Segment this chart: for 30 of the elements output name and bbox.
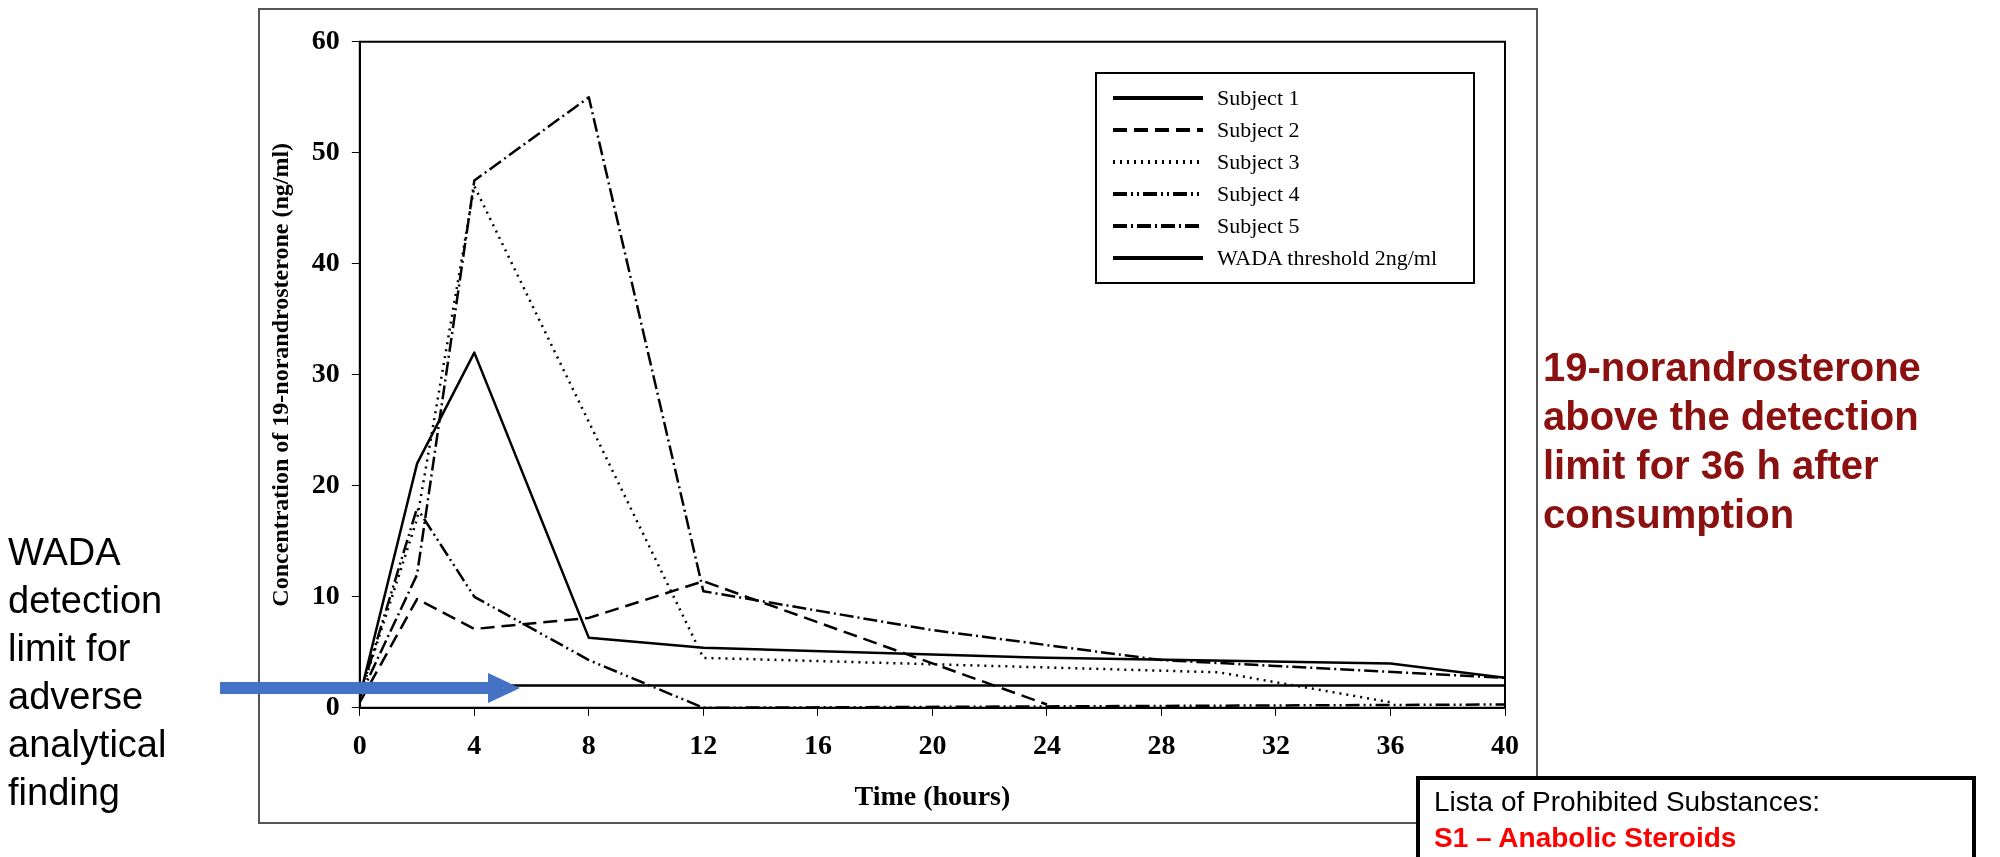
y-tick-label: 60 xyxy=(311,24,340,56)
legend-label: Subject 2 xyxy=(1217,116,1300,143)
y-tick-label: 20 xyxy=(311,468,340,500)
text: Lista of Prohibited Substances: xyxy=(1434,785,1821,819)
x-tick-label: 4 xyxy=(467,728,482,760)
x-tick-label: 16 xyxy=(803,728,832,760)
y-tick-label: 10 xyxy=(311,579,340,611)
y-tick-label: 40 xyxy=(311,246,340,278)
text: 19-norandrosterone above the detection limit for 36 h after consumption xyxy=(1543,344,1922,538)
legend-label: Subject 4 xyxy=(1217,180,1300,207)
x-tick-label: 8 xyxy=(581,728,596,760)
legend-label: Subject 1 xyxy=(1217,84,1300,111)
y-tick-label: 30 xyxy=(311,357,340,389)
x-tick-label: 28 xyxy=(1147,728,1176,760)
y-tick-label: 0 xyxy=(325,690,340,722)
x-tick-label: 20 xyxy=(918,728,947,760)
x-tick-label: 36 xyxy=(1376,728,1405,760)
legend-label: WADA threshold 2ng/ml xyxy=(1217,244,1437,271)
y-axis-title: Concentration of 19-norandrosterone (ng/ml) xyxy=(266,142,293,607)
y-tick-label: 50 xyxy=(311,135,340,167)
x-tick-label: 0 xyxy=(352,728,367,760)
legend-label: Subject 3 xyxy=(1217,148,1300,175)
x-tick-label: 32 xyxy=(1261,728,1290,760)
x-tick-label: 24 xyxy=(1032,728,1061,760)
text: S1 – Anabolic Steroids xyxy=(1434,821,1738,855)
x-axis-title: Time (hours) xyxy=(854,780,1011,812)
x-tick-label: 12 xyxy=(689,728,718,760)
text: WADA detection limit for adverse analytical finding xyxy=(8,530,168,815)
legend-label: Subject 5 xyxy=(1217,212,1300,239)
x-tick-label: 40 xyxy=(1491,728,1519,760)
